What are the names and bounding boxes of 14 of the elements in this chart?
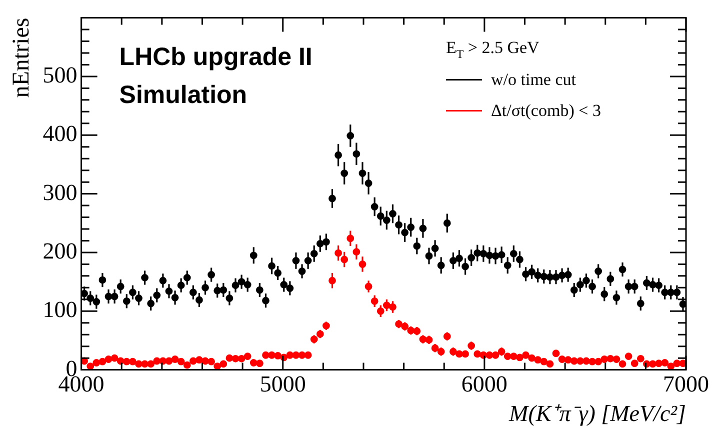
legend-label: w/o time cut (491, 70, 576, 89)
legend-label: Δt/σt(comb) < 3 (491, 100, 601, 120)
x-tick-label: 7000 (663, 372, 709, 397)
y-tick-label: 100 (42, 297, 78, 322)
y-tick-label: 200 (42, 238, 78, 264)
annotation: LHCb upgrade II (119, 42, 312, 71)
y-tick-label: 500 (42, 62, 78, 88)
y-axis-title: nEntries (8, 18, 35, 98)
y-tick-label: 300 (42, 180, 78, 205)
y-tick-label: 400 (42, 121, 78, 146)
x-tick-label: 6000 (461, 372, 508, 397)
x-axis-title: M(K⁺π⁻γ) [MeV/c²] (508, 401, 686, 426)
annotation: Simulation (119, 80, 248, 109)
x-tick-label: 5000 (260, 372, 306, 397)
